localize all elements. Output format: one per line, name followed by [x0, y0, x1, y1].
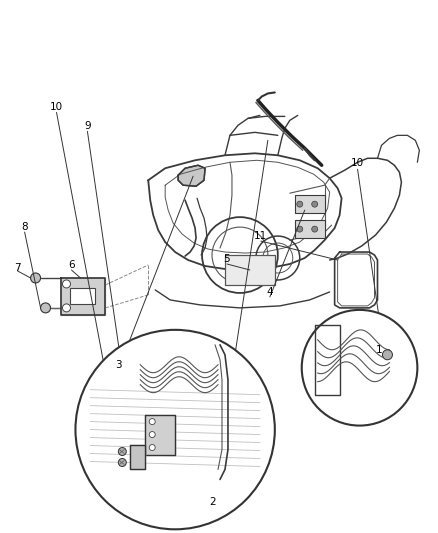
FancyBboxPatch shape [224, 255, 274, 285]
Circle shape [149, 418, 155, 425]
Circle shape [301, 310, 417, 425]
Polygon shape [130, 445, 145, 470]
Circle shape [62, 280, 71, 288]
Circle shape [118, 448, 126, 456]
Circle shape [149, 445, 155, 450]
Text: 2: 2 [209, 497, 216, 507]
Text: 4: 4 [266, 287, 272, 297]
Circle shape [149, 432, 155, 438]
Circle shape [311, 226, 317, 232]
Polygon shape [60, 278, 105, 315]
Text: 10: 10 [50, 102, 63, 112]
Circle shape [40, 303, 50, 313]
FancyBboxPatch shape [294, 220, 324, 238]
Circle shape [381, 350, 392, 360]
Polygon shape [178, 165, 205, 186]
Circle shape [296, 226, 302, 232]
FancyBboxPatch shape [294, 195, 324, 213]
Circle shape [75, 330, 274, 529]
Text: 5: 5 [223, 254, 230, 264]
Circle shape [62, 304, 71, 312]
Text: 3: 3 [115, 360, 121, 370]
Text: 6: 6 [68, 260, 74, 270]
Text: 7: 7 [14, 263, 21, 273]
Circle shape [296, 201, 302, 207]
Text: 10: 10 [350, 158, 363, 168]
Circle shape [31, 273, 40, 283]
Polygon shape [145, 415, 175, 455]
FancyBboxPatch shape [71, 288, 95, 304]
Text: 1: 1 [375, 345, 382, 355]
Circle shape [118, 458, 126, 466]
Text: 9: 9 [84, 122, 91, 131]
Circle shape [311, 201, 317, 207]
Text: 8: 8 [21, 222, 28, 232]
Text: 11: 11 [254, 231, 267, 241]
